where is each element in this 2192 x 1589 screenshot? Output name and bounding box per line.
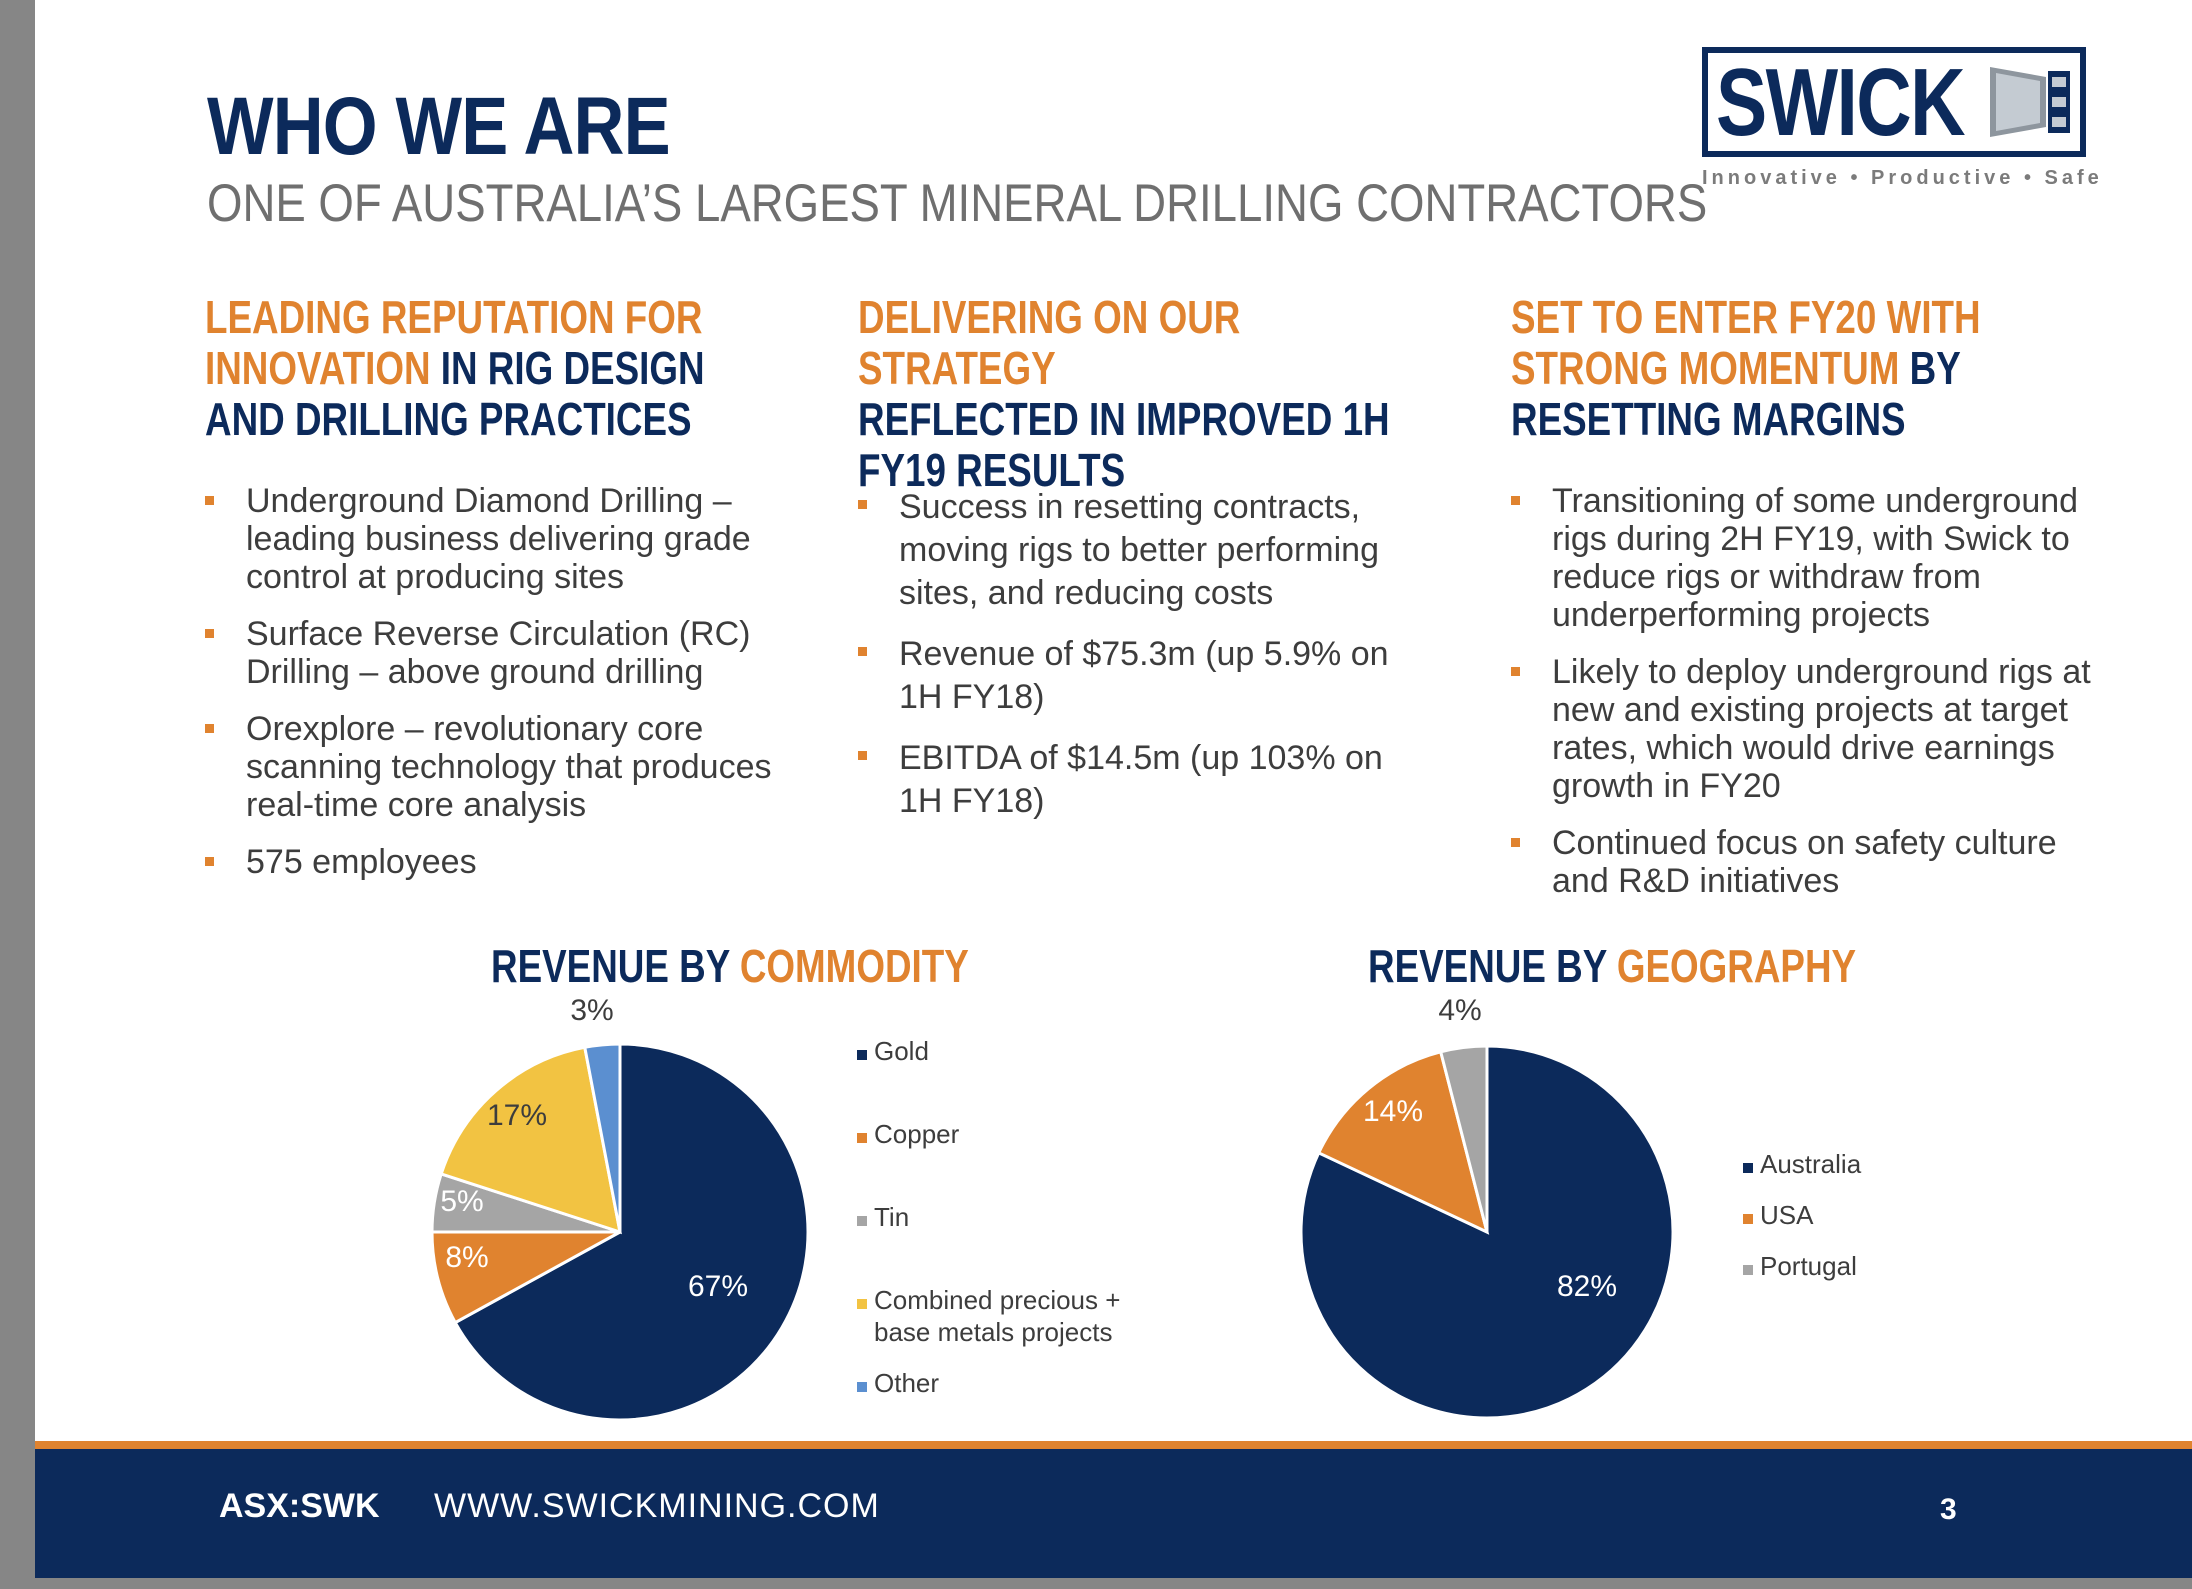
swick-logo: SWICK Innovative • Productive • Safe	[1702, 47, 2103, 192]
pie-slice-copper	[430, 1230, 621, 1325]
column-heading: SET TO ENTER FY20 WITH STRONG MOMENTUM B…	[1511, 291, 1981, 445]
data-label: 17%	[487, 1099, 547, 1132]
data-label: 5%	[440, 1185, 483, 1218]
list-item: Continued focus on safety culture and R&…	[1511, 824, 2121, 900]
column-innovation: LEADING REPUTATION FOR INNOVATION IN RIG…	[205, 292, 905, 445]
data-label: 82%	[1557, 1270, 1617, 1303]
legend-swatch	[857, 1299, 867, 1309]
slide: WHO WE ARE ONE OF AUSTRALIA’S LARGEST MI…	[35, 0, 2192, 1578]
bullet-list-momentum: Transitioning of some underground rigs d…	[1511, 482, 2121, 900]
list-item: EBITDA of $14.5m (up 103% on 1H FY18)	[858, 737, 1418, 823]
logo-frame: SWICK	[1702, 47, 2086, 157]
column-strategy: DELIVERING ON OUR STRATEGY REFLECTED IN …	[858, 292, 1558, 496]
legend-label: base metals projects	[874, 1317, 1112, 1347]
drill-bit-icon	[1990, 67, 2070, 137]
legend-swatch	[857, 1382, 867, 1392]
list-item: Likely to deploy underground rigs at new…	[1511, 653, 2121, 805]
logo-wordmark: SWICK	[1716, 49, 1966, 156]
pie-slice-portugal	[1438, 1044, 1489, 1233]
pie-slice-usa	[1316, 1050, 1490, 1235]
data-label: 3%	[570, 994, 613, 1027]
legend-label: Portugal	[1760, 1251, 1857, 1281]
chart-title-geography: REVENUE BY GEOGRAPHY	[1368, 940, 1857, 992]
pie-slice-gold	[453, 1042, 810, 1422]
list-item: Underground Diamond Drilling – leading b…	[205, 482, 795, 596]
data-label: 14%	[1363, 1095, 1423, 1128]
legend-swatch	[1743, 1163, 1753, 1173]
legend-swatch	[857, 1050, 867, 1060]
footer-bar: ASX:SWK WWW.SWICKMINING.COM 3	[35, 1449, 2192, 1578]
data-label: 4%	[1438, 994, 1481, 1027]
pie-slice-other	[583, 1042, 622, 1233]
legend-swatch	[857, 1216, 867, 1226]
legend-label: Other	[874, 1368, 939, 1398]
logo-tagline: Innovative • Productive • Safe	[1702, 167, 2103, 189]
list-item: Revenue of $75.3m (up 5.9% on 1H FY18)	[858, 633, 1418, 719]
footer-ticker: ASX:SWK	[219, 1487, 380, 1525]
data-label: 8%	[445, 1241, 488, 1274]
bullet-list-innovation: Underground Diamond Drilling – leading b…	[205, 482, 795, 881]
data-label: 67%	[688, 1270, 748, 1303]
legend-swatch	[1743, 1265, 1753, 1275]
chart-title-commodity: REVENUE BY COMMODITY	[491, 940, 969, 992]
page-subtitle: ONE OF AUSTRALIA’S LARGEST MINERAL DRILL…	[207, 174, 1708, 233]
legend-label: Combined precious +	[874, 1285, 1120, 1315]
footer-accent-line	[35, 1441, 2192, 1449]
legend-label: Australia	[1760, 1149, 1862, 1179]
column-heading: DELIVERING ON OUR STRATEGY REFLECTED IN …	[858, 291, 1390, 496]
legend-label: Tin	[874, 1202, 909, 1232]
footer-website-link[interactable]: WWW.SWICKMINING.COM	[434, 1487, 880, 1525]
page-title: WHO WE ARE	[207, 81, 671, 172]
legend-label: USA	[1760, 1200, 1814, 1230]
legend-swatch	[1743, 1214, 1753, 1224]
list-item: Orexplore – revolutionary core scanning …	[205, 710, 795, 824]
list-item: Surface Reverse Circulation (RC) Drillin…	[205, 615, 795, 691]
column-momentum: SET TO ENTER FY20 WITH STRONG MOMENTUM B…	[1511, 292, 2192, 445]
pie-slice-combined-precious-base-metals-projects	[439, 1045, 622, 1235]
list-item: 575 employees	[205, 843, 795, 881]
charts-canvas: 67% 8% 5% 17% 3% Gold Copper Tin Combined precio…	[430, 994, 1862, 1422]
legend-swatch	[857, 1133, 867, 1143]
legend-label: Copper	[874, 1119, 960, 1149]
list-item: Transitioning of some underground rigs d…	[1511, 482, 2121, 634]
column-heading: LEADING REPUTATION FOR INNOVATION IN RIG…	[205, 291, 705, 445]
legend-label: Gold	[874, 1036, 929, 1066]
page-number: 3	[1940, 1493, 1957, 1526]
bullet-list-strategy: Success in resetting contracts, moving r…	[858, 486, 1418, 823]
list-item: Success in resetting contracts, moving r…	[858, 486, 1418, 615]
